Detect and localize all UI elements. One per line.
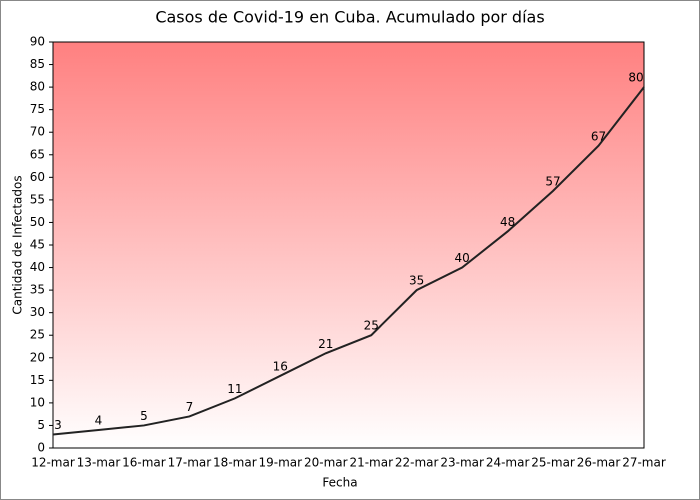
data-label: 3 [54,418,62,432]
data-label: 4 [95,413,103,427]
data-label: 5 [140,409,148,423]
x-tick-label: 16-mar [122,456,166,470]
y-tick-label: 70 [30,125,45,139]
x-tick-label: 25-mar [531,456,575,470]
data-label: 16 [273,359,288,373]
y-tick-label: 25 [30,328,45,342]
data-label: 67 [591,129,606,143]
x-axis-label: Fecha [322,476,357,490]
y-tick-label: 80 [30,80,45,94]
x-tick-label: 13-mar [77,456,121,470]
x-tick-label: 23-mar [440,456,484,470]
x-tick-label: 12-mar [31,456,75,470]
x-tick-label: 21-mar [349,456,393,470]
y-tick-label: 30 [30,305,45,319]
y-tick-label: 75 [30,102,45,116]
y-tick-label: 45 [30,238,45,252]
data-label: 25 [364,319,379,333]
x-tick-label: 18-mar [213,456,257,470]
data-label: 11 [227,382,242,396]
line [52,86,645,436]
y-tick-label: 85 [30,57,45,71]
y-tick-label: 90 [30,35,45,49]
data-label: 48 [500,215,515,229]
data-label: 21 [318,337,333,351]
data-label: 7 [186,400,194,414]
y-tick-label: 65 [30,147,45,161]
x-tick-label: 22-mar [395,456,439,470]
y-tick-label: 15 [30,373,45,387]
data-label: 57 [545,174,560,188]
y-tick-label: 35 [30,283,45,297]
y-tick-label: 5 [37,418,45,432]
data-label: 80 [628,71,643,85]
y-axis-label: Cantidad de Infectados [11,175,25,314]
plot-area [52,41,645,449]
y-tick-label: 40 [30,260,45,274]
y-tick-label: 10 [30,395,45,409]
y-tick-label: 60 [30,170,45,184]
y-tick-label: 55 [30,192,45,206]
data-label: 35 [409,274,424,288]
x-tick-label: 19-mar [259,456,303,470]
x-tick-label: 20-mar [304,456,348,470]
x-tick-label: 26-mar [577,456,621,470]
data-label: 40 [455,251,470,265]
x-tick-label: 17-mar [168,456,212,470]
x-tick-label: 27-mar [622,456,666,470]
chart-title: Casos de Covid-19 en Cuba. Acumulado por… [155,8,544,27]
y-tick-label: 20 [30,350,45,364]
x-tick-label: 24-mar [486,456,530,470]
y-tick-label: 50 [30,215,45,229]
y-tick-label: 0 [37,441,45,455]
